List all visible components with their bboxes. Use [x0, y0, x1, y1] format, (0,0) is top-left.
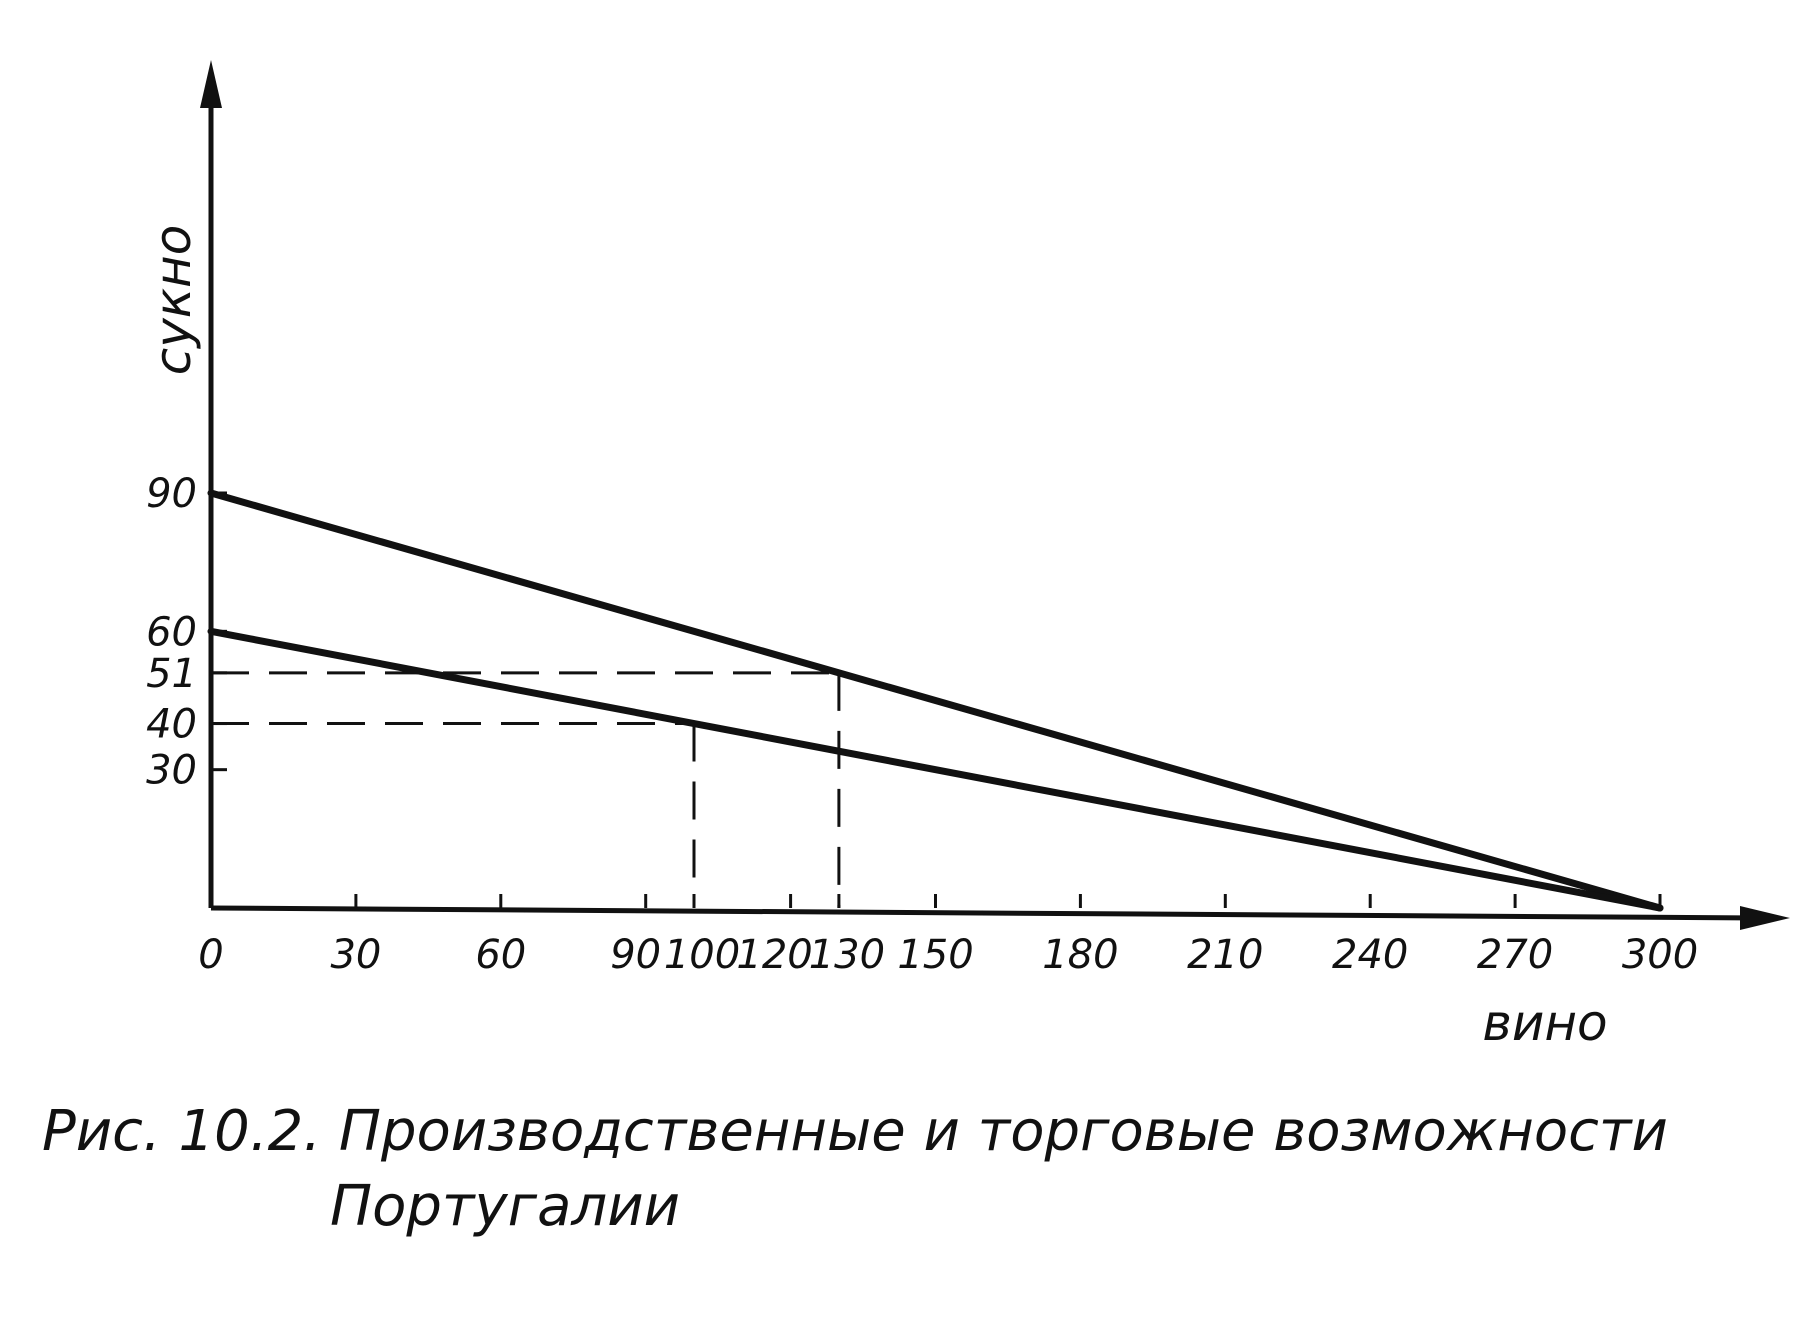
x-tick-label-240: 240 — [1332, 932, 1408, 978]
series-lines — [207, 489, 1664, 912]
x-tick-label-120: 120 — [736, 932, 812, 978]
series-line-1 — [207, 489, 1664, 912]
x-tick-label-180: 180 — [1042, 932, 1118, 978]
x-tick-label-60: 60 — [475, 932, 526, 978]
x-tick-label-150: 150 — [897, 932, 973, 978]
x-tick-label-300: 300 — [1622, 932, 1698, 978]
y-tick-label-51: 51 — [146, 651, 197, 697]
y-tick-label-30: 30 — [146, 748, 197, 794]
x-tick-label-30: 30 — [330, 932, 381, 978]
caption-line-2: Португалии — [330, 1174, 680, 1239]
y-tick-label-90: 90 — [146, 471, 197, 517]
x-tick-label-90: 90 — [610, 932, 661, 978]
x-tick-label-270: 270 — [1477, 932, 1553, 978]
caption-line-1: Рис. 10.2. Производственные и торговые в… — [42, 1099, 1668, 1164]
y-tick-label-40: 40 — [146, 702, 197, 748]
y-tick-label-60: 60 — [146, 609, 197, 655]
x-tick-label-100: 100 — [664, 932, 740, 978]
y-axis-arrow — [200, 60, 222, 108]
x-axis-label: вино — [1482, 994, 1607, 1052]
x-tick-label-130: 130 — [809, 932, 885, 978]
series-line-2 — [207, 627, 1664, 912]
guide-lines — [211, 671, 841, 908]
x-tick-label-0: 0 — [198, 932, 223, 978]
y-axis-label: сукно — [144, 225, 202, 376]
x-axis-arrow — [1740, 906, 1790, 930]
axes — [200, 60, 1790, 930]
x-axis — [210, 905, 1761, 921]
x-tick-label-210: 210 — [1187, 932, 1263, 978]
